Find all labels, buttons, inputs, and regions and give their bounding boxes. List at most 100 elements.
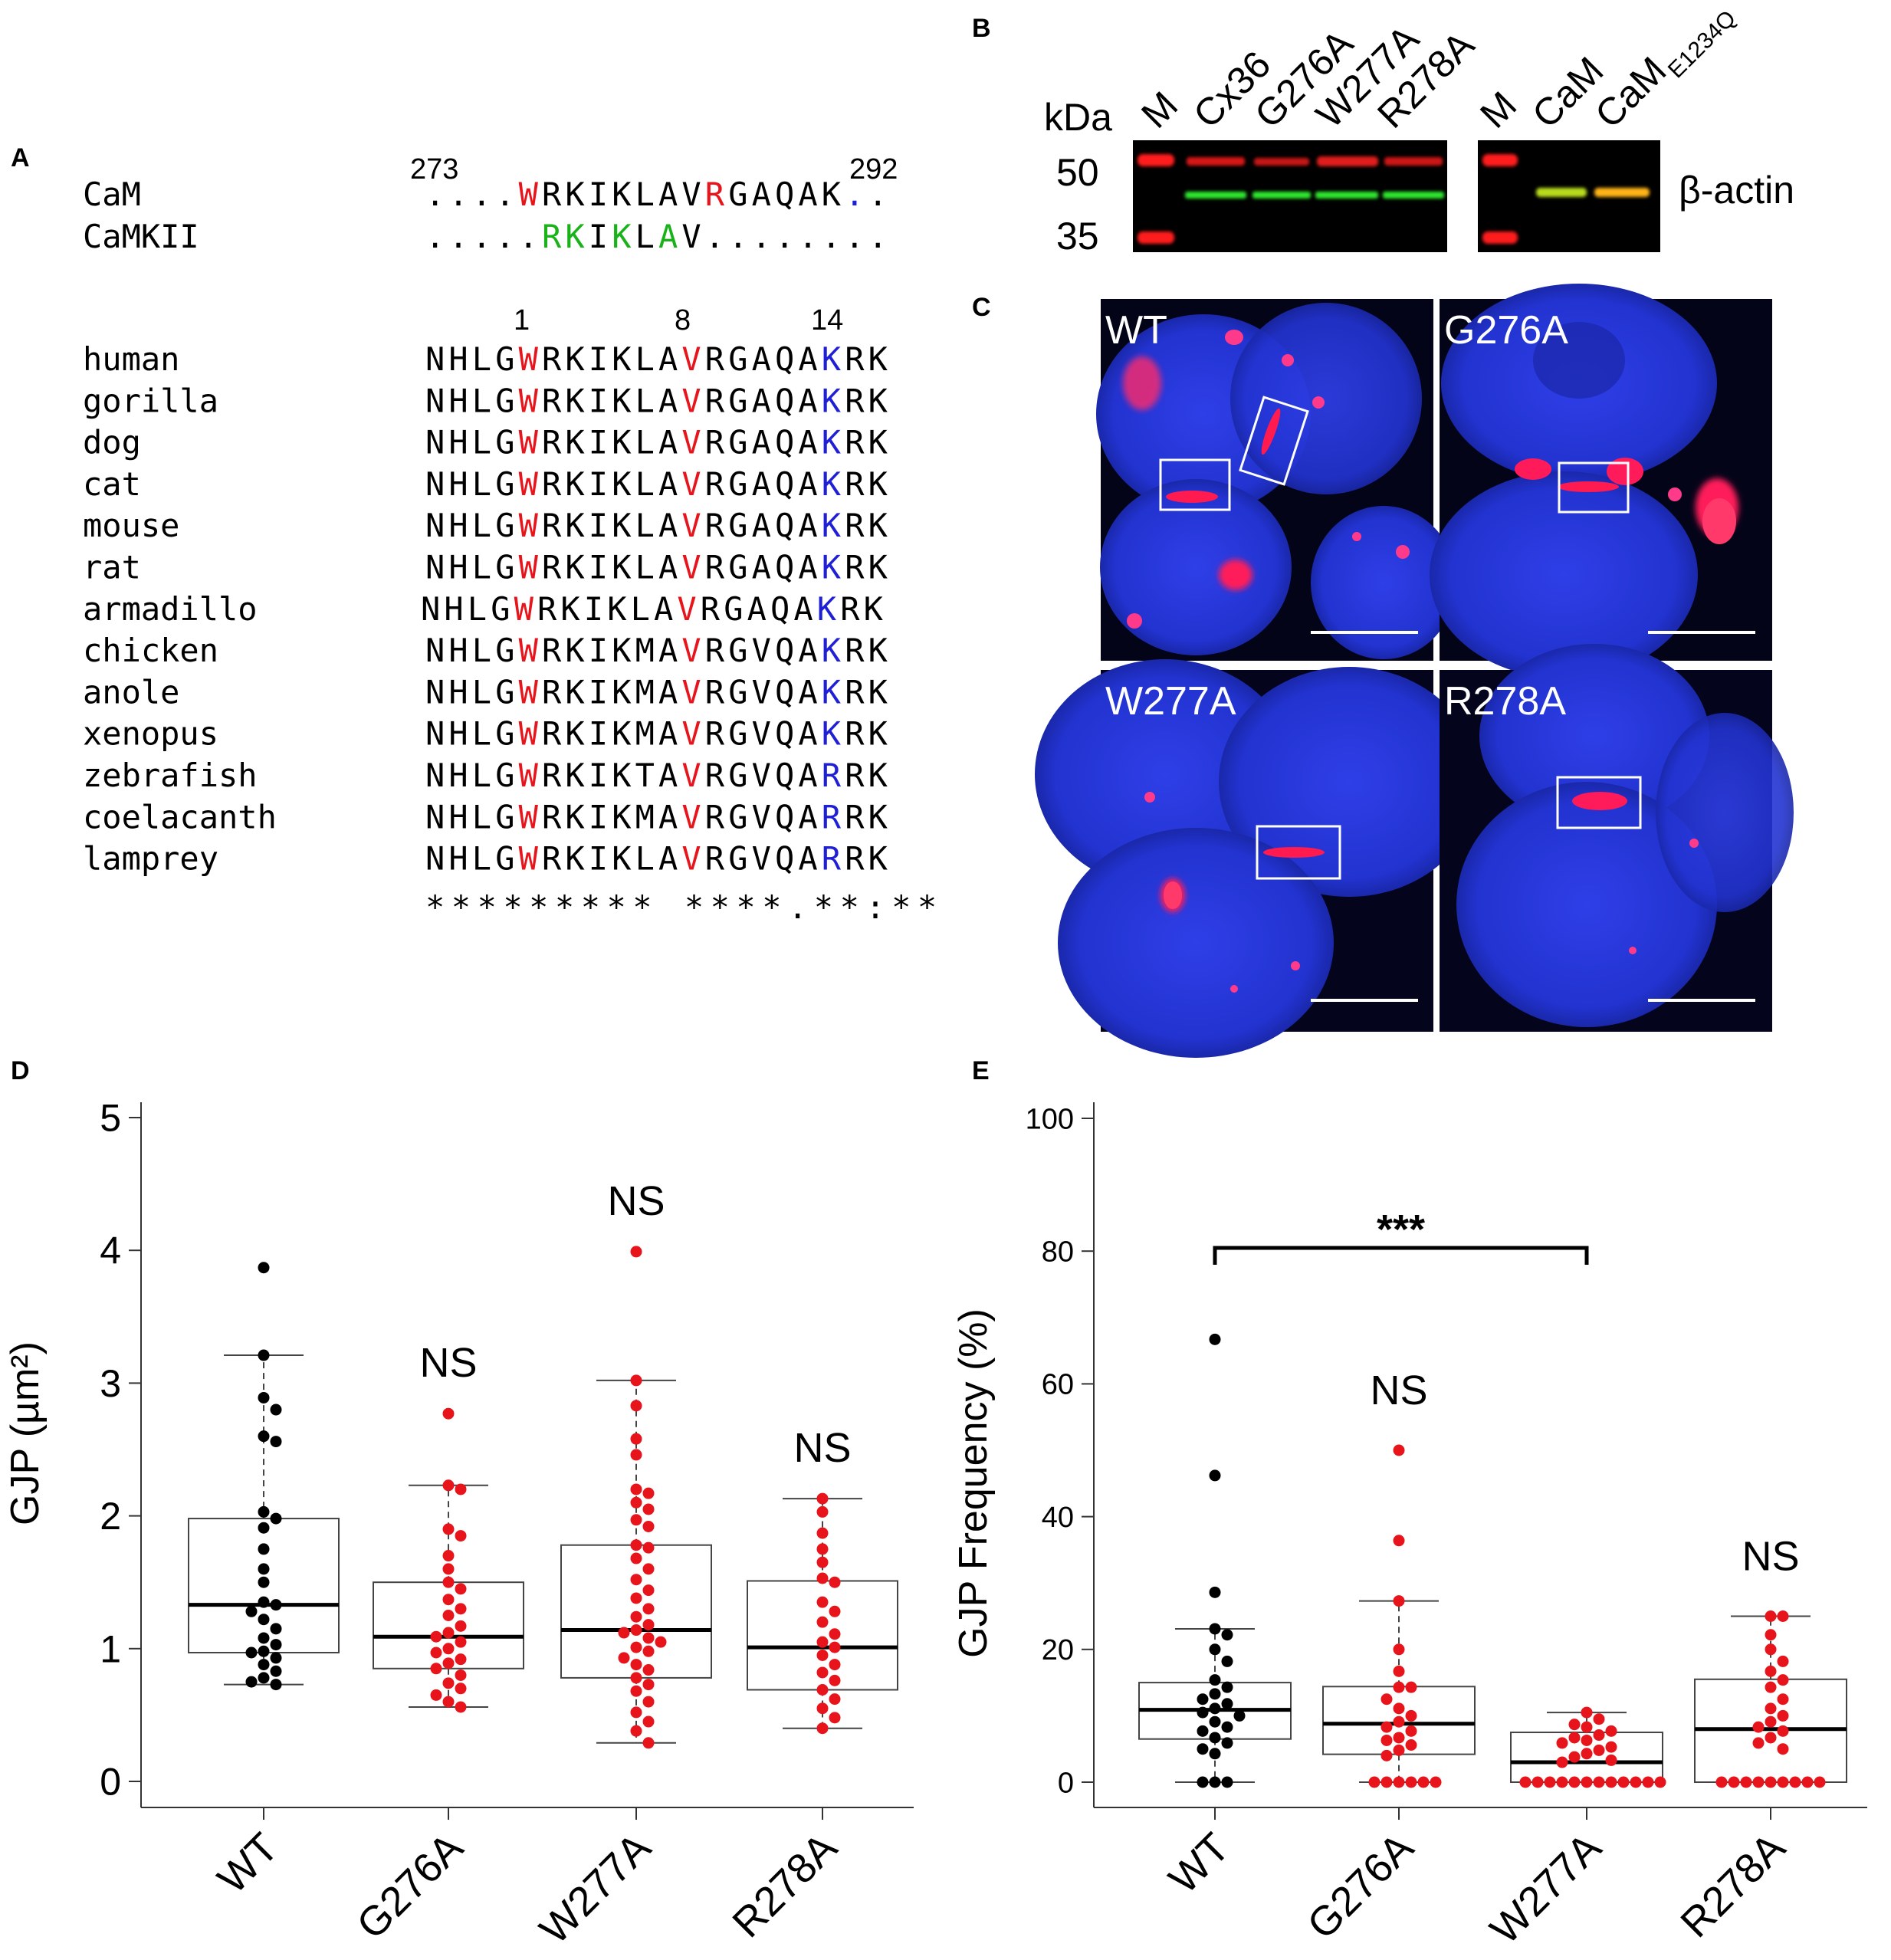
kda-label: kDa: [1044, 96, 1112, 139]
x-tick-label: WT: [1161, 1824, 1239, 1903]
data-point: [642, 1503, 655, 1515]
species-name: armadillo: [83, 590, 258, 628]
data-point: [1393, 1702, 1405, 1715]
cam-start-position: 273: [410, 153, 458, 185]
data-point: [258, 1659, 270, 1671]
data-point: [630, 1610, 642, 1623]
lane-cam-mutant: CaM E1234Q: [1587, 5, 1741, 136]
r278a-actin-band: [1383, 192, 1444, 199]
marker-35: 35: [1056, 215, 1099, 258]
data-point: [430, 1689, 442, 1701]
data-point: [1777, 1725, 1789, 1737]
data-point: [829, 1674, 841, 1686]
data-point: [258, 1349, 270, 1361]
data-point: [1197, 1706, 1209, 1719]
data-point: [455, 1530, 467, 1542]
data-point: [630, 1574, 642, 1586]
data-point: [442, 1407, 455, 1420]
data-point: [816, 1596, 829, 1608]
species-name: human: [83, 340, 179, 378]
data-point: [1405, 1709, 1417, 1722]
data-point: [1765, 1715, 1777, 1728]
data-point: [630, 1246, 642, 1258]
data-point: [1777, 1693, 1789, 1706]
data-point: [258, 1576, 270, 1588]
cam-band: [1536, 188, 1587, 197]
cx36-red-band: [1187, 157, 1245, 166]
g276a-actin-band: [1252, 192, 1311, 199]
data-point: [258, 1632, 270, 1644]
data-point: [1221, 1776, 1233, 1788]
data-point: [1393, 1535, 1405, 1547]
data-point: [1209, 1715, 1221, 1728]
data-point: [630, 1514, 642, 1526]
data-point: [258, 1262, 270, 1274]
panel-b: B kDa M Cx36 G276A W277A R278A M CaM CaM…: [972, 5, 1794, 258]
data-point: [1221, 1681, 1233, 1693]
micrograph-w277a: W277A: [1035, 659, 1479, 1058]
data-point: [618, 1652, 630, 1664]
species-name: lamprey: [83, 840, 218, 878]
micrograph-r278a: R278A: [1440, 644, 1794, 1032]
data-point: [1765, 1702, 1777, 1715]
data-point: [1393, 1444, 1405, 1456]
data-point: [1605, 1725, 1617, 1737]
data-point: [630, 1433, 642, 1445]
r278a-red-band: [1384, 157, 1443, 166]
y-tick-label: 3: [100, 1362, 121, 1405]
data-point: [1581, 1776, 1593, 1788]
data-point: [1605, 1741, 1617, 1753]
data-point: [630, 1483, 642, 1495]
significance-bracket: [1213, 1246, 1589, 1265]
species-name: rat: [83, 549, 141, 586]
panel-a-label: A: [11, 143, 30, 172]
data-point: [1197, 1725, 1209, 1737]
data-point: [455, 1683, 467, 1695]
data-point: [1801, 1776, 1814, 1788]
data-point: [1568, 1776, 1581, 1788]
data-point: [1765, 1732, 1777, 1744]
data-point: [245, 1676, 258, 1688]
data-point: [1221, 1655, 1233, 1667]
top-row-name: CaMKII: [83, 218, 199, 255]
cam-mutant-band: [1594, 188, 1650, 197]
cam-end-position: 292: [849, 153, 898, 185]
data-point: [816, 1492, 829, 1505]
data-point: [1405, 1725, 1417, 1737]
data-point: [642, 1679, 655, 1691]
data-point: [258, 1543, 270, 1555]
data-point: [630, 1374, 642, 1387]
marker-50: 50: [1056, 151, 1099, 194]
data-point: [1777, 1709, 1789, 1722]
data-point: [1581, 1734, 1593, 1746]
data-point: [816, 1505, 829, 1518]
micrograph-r278a-label: R278A: [1444, 679, 1566, 724]
data-point: [1777, 1610, 1789, 1622]
data-point: [1209, 1469, 1221, 1482]
data-point: [1519, 1776, 1532, 1788]
data-point: [1209, 1688, 1221, 1700]
data-point: [630, 1496, 642, 1509]
data-point: [442, 1563, 455, 1575]
data-point: [630, 1624, 642, 1637]
data-point: [1765, 1665, 1777, 1677]
data-point: [270, 1599, 282, 1611]
significance-label: NS: [607, 1178, 665, 1224]
data-point: [270, 1652, 282, 1664]
data-point: [816, 1572, 829, 1584]
data-point: [655, 1636, 667, 1648]
data-point: [1593, 1744, 1605, 1756]
data-point: [630, 1659, 642, 1671]
marker-band-50-right: [1482, 154, 1518, 166]
data-point: [1556, 1756, 1568, 1768]
data-point: [642, 1696, 655, 1708]
data-point: [1581, 1706, 1593, 1719]
data-point: [1765, 1643, 1777, 1656]
data-point: [1209, 1702, 1221, 1715]
